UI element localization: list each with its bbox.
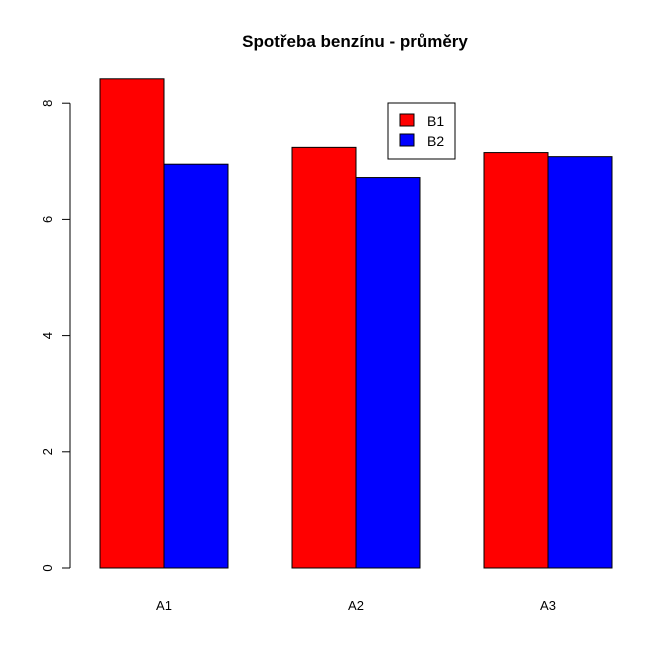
y-tick-label: 2 [40,448,55,455]
x-tick-label: A3 [540,598,556,613]
y-tick-label: 6 [40,216,55,223]
y-tick-label: 8 [40,100,55,107]
legend-label-b1: B1 [427,113,444,129]
x-tick-label: A1 [156,598,172,613]
bar-a2-b2 [355,177,421,569]
bar-a1-b2 [163,163,229,569]
legend-box [387,102,456,160]
bar-a3-b2 [547,156,613,569]
y-tick-label: 0 [40,564,55,571]
legend-label-b2: B2 [427,133,444,149]
legend-swatch-b2 [399,133,415,147]
bar-a1-b1 [99,78,165,569]
x-axis-labels: A1 A2 A3 [156,598,556,613]
y-axis: 0 2 4 6 8 [40,100,71,572]
legend-swatch-b1 [399,113,415,127]
y-tick-label: 4 [40,332,55,339]
bar-a2-b1 [291,146,357,569]
x-tick-label: A2 [348,598,364,613]
legend: B1 B2 [387,102,456,160]
bar-a3-b1 [483,152,549,569]
bars [99,78,613,569]
chart-title: Spotřeba benzínu - průměry [242,32,468,51]
